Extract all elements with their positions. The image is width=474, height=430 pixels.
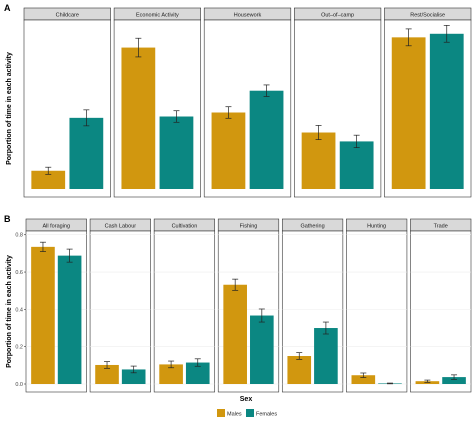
facet-label: All foraging xyxy=(43,224,71,230)
bar-males-0 xyxy=(31,246,55,384)
facet-label: Rest/Socialise xyxy=(410,13,445,19)
facet-0: Childcare xyxy=(23,7,111,198)
legend-swatch-males xyxy=(217,409,225,417)
facet-panel xyxy=(346,230,408,393)
bar-males-5 xyxy=(351,375,376,384)
facet-panel xyxy=(410,230,472,393)
legend-label-males: Males xyxy=(227,412,242,418)
y-tick-label: 0.2 xyxy=(15,345,23,351)
facet-1: Cash Labour xyxy=(89,218,151,393)
facet-label: Economic Activity xyxy=(136,13,179,19)
bar-females-0 xyxy=(69,117,104,189)
facet-label: Fishing xyxy=(240,224,258,230)
y-axis-label: Porportion of time in each activity xyxy=(6,52,13,165)
legend: Sex Males Females xyxy=(217,396,277,418)
facet-0: All foraging xyxy=(25,218,87,393)
bar-females-6 xyxy=(442,377,466,384)
y-tick-label: 0.6 xyxy=(15,270,23,276)
bar-females-3 xyxy=(250,315,274,384)
y-tick-label: 0.8 xyxy=(15,233,23,239)
facet-6: Trade xyxy=(410,218,472,393)
bar-females-3 xyxy=(339,141,374,189)
bar-males-4 xyxy=(287,356,312,384)
bar-females-0 xyxy=(57,255,82,384)
bar-females-1 xyxy=(121,369,146,384)
y-axis-label: Porportion of time in each activity xyxy=(6,255,13,368)
facet-label: Childcare xyxy=(56,13,79,19)
facet-label: Trade xyxy=(434,224,448,230)
facet-2: Housework xyxy=(203,7,292,198)
facet-label: Gathering xyxy=(300,224,324,230)
facet-label: Hunting xyxy=(367,224,386,230)
bar-females-1 xyxy=(159,116,194,189)
bar-males-3 xyxy=(223,284,247,384)
bar-males-2 xyxy=(159,364,183,384)
y-tick-label: 0.0 xyxy=(15,382,23,388)
facet-2: Cultivation xyxy=(153,218,216,393)
bar-males-4 xyxy=(391,37,426,189)
facet-4: Gathering xyxy=(281,218,344,393)
chart-panel-a: A Porportion of time in each activity Chil… xyxy=(4,3,472,198)
bar-females-2 xyxy=(249,90,284,189)
facet-3: Out–of–camp xyxy=(293,7,382,198)
facet-label: Cultivation xyxy=(172,224,198,230)
facet-4: Rest/Socialise xyxy=(384,7,472,198)
facet-1: Economic Activity xyxy=(113,7,201,198)
facet-label: Cash Labour xyxy=(105,224,137,230)
panel-tag: B xyxy=(4,214,11,224)
chart-panel-b: B Porportion of time in each activity 0.0 0… xyxy=(4,214,472,393)
bar-males-0 xyxy=(31,170,66,189)
bar-males-2 xyxy=(211,112,246,189)
legend-label-females: Females xyxy=(256,412,277,418)
facet-label: Out–of–camp xyxy=(321,13,354,19)
panel-tag: A xyxy=(4,3,11,13)
facet-label: Housework xyxy=(234,13,262,19)
legend-swatch-females xyxy=(246,409,254,417)
facet-3: Fishing xyxy=(217,218,280,393)
bar-females-4 xyxy=(314,328,338,384)
facet-5: Hunting xyxy=(346,218,408,393)
bar-females-4 xyxy=(429,33,464,190)
bar-males-3 xyxy=(301,132,336,189)
bar-males-1 xyxy=(95,364,119,384)
legend-title: Sex xyxy=(240,396,253,403)
y-tick-label: 0.4 xyxy=(15,307,23,313)
bar-males-1 xyxy=(121,47,156,189)
bar-females-2 xyxy=(185,362,210,384)
